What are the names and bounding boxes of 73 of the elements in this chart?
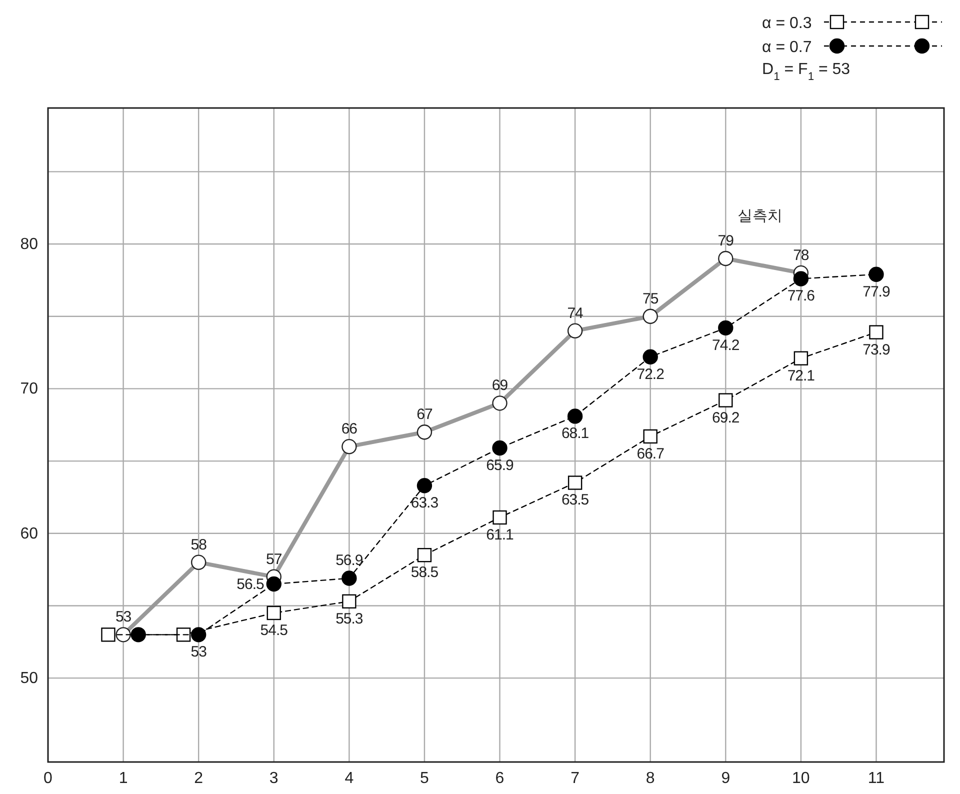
y-tick-label: 50 bbox=[20, 670, 38, 688]
data-label: 77.6 bbox=[787, 288, 815, 305]
x-tick-label: 6 bbox=[495, 770, 504, 787]
point bbox=[416, 478, 432, 494]
x-tick-label: 9 bbox=[721, 770, 730, 787]
data-label: 77.9 bbox=[862, 283, 890, 300]
data-label: 74.2 bbox=[712, 336, 740, 354]
data-label: 72.1 bbox=[787, 367, 815, 384]
data-label: 79 bbox=[718, 232, 734, 250]
y-tick-label: 70 bbox=[20, 380, 38, 398]
x-tick-label: 3 bbox=[269, 770, 278, 787]
data-label: 61.1 bbox=[486, 526, 514, 544]
data-label: 58 bbox=[190, 536, 207, 554]
point bbox=[342, 594, 356, 608]
point bbox=[869, 325, 884, 340]
x-tick-label: 8 bbox=[646, 770, 655, 787]
data-label: 74 bbox=[567, 304, 584, 322]
point bbox=[643, 429, 658, 444]
point bbox=[130, 627, 146, 642]
data-label: 69 bbox=[492, 377, 508, 394]
point bbox=[568, 476, 582, 490]
data-label: 63.5 bbox=[561, 492, 589, 509]
data-label: 54.5 bbox=[260, 622, 288, 639]
legend-entry: α = 0.7 bbox=[762, 38, 942, 56]
y-tick-label: 80 bbox=[20, 236, 38, 254]
point bbox=[793, 271, 809, 286]
data-label: 68.1 bbox=[561, 425, 589, 442]
data-label: 53 bbox=[190, 644, 207, 661]
data-label: 72.2 bbox=[636, 366, 664, 383]
data-label: 66.7 bbox=[636, 445, 664, 462]
x-tick-label: 0 bbox=[44, 770, 53, 787]
data-label: 56.9 bbox=[336, 552, 363, 570]
point bbox=[101, 628, 116, 642]
point bbox=[342, 570, 357, 586]
x-tick-label: 4 bbox=[344, 770, 354, 787]
series-label: 실측치 bbox=[738, 207, 783, 224]
data-label: 58.5 bbox=[410, 564, 438, 582]
legend-entry: α = 0.3 bbox=[762, 14, 942, 32]
point bbox=[868, 266, 884, 282]
point bbox=[794, 351, 808, 366]
y-tick-label: 60 bbox=[20, 525, 38, 542]
point bbox=[492, 510, 507, 525]
point bbox=[492, 440, 508, 456]
data-label: 63.3 bbox=[410, 494, 438, 512]
x-tick-label: 10 bbox=[792, 770, 810, 787]
data-label: 69.2 bbox=[712, 409, 740, 426]
point bbox=[718, 320, 734, 336]
data-label: 67 bbox=[416, 406, 432, 424]
x-tick-label: 11 bbox=[868, 770, 885, 787]
point bbox=[190, 627, 206, 642]
point bbox=[417, 548, 432, 562]
point bbox=[266, 606, 281, 620]
legend-label: α = 0.7 bbox=[762, 39, 812, 56]
data-label: 57 bbox=[266, 550, 282, 568]
data-label: 78 bbox=[793, 246, 809, 264]
point bbox=[718, 393, 733, 408]
x-tick-label: 7 bbox=[570, 770, 580, 787]
point bbox=[266, 576, 282, 592]
data-label: 66 bbox=[341, 420, 358, 438]
data-label: 55.3 bbox=[336, 610, 363, 628]
data-label: 56.5 bbox=[236, 576, 264, 594]
point bbox=[567, 408, 583, 424]
legend-label: α = 0.3 bbox=[762, 15, 812, 32]
data-label: 73.9 bbox=[862, 341, 890, 358]
point bbox=[176, 628, 191, 642]
point bbox=[642, 349, 658, 364]
x-tick-label: 5 bbox=[420, 770, 430, 787]
data-label: 75 bbox=[642, 290, 658, 308]
x-tick-label: 2 bbox=[194, 770, 204, 787]
data-label: 65.9 bbox=[486, 457, 514, 474]
text: D$_{1}$ = F$_{1}$ = 53 bbox=[762, 61, 850, 83]
data-label: 53 bbox=[115, 608, 132, 626]
x-tick-label: 1 bbox=[118, 770, 128, 787]
